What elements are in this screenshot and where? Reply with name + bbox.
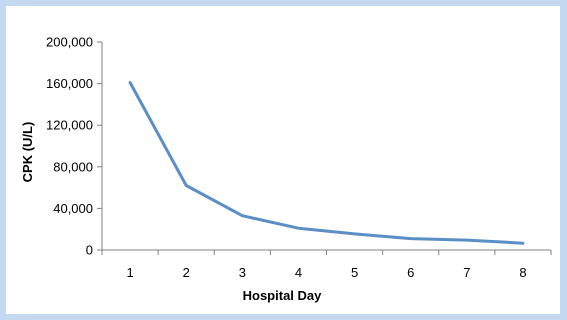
y-tick-label: 80,000 — [53, 159, 93, 174]
y-tick-label: 0 — [86, 243, 93, 258]
y-tick-label: 40,000 — [53, 201, 93, 216]
line-chart: 0 40,000 80,000 120,000 160,000 200,000 1 2 3 4 5 6… — [20, 35, 552, 303]
x-axis-title: Hospital Day — [243, 288, 323, 303]
x-tick-label: 3 — [239, 265, 246, 280]
y-tick-label: 160,000 — [46, 76, 93, 91]
x-tick-label: 4 — [295, 265, 302, 280]
x-tick-label: 1 — [126, 265, 133, 280]
x-tick-label: 2 — [183, 265, 190, 280]
plot-area: 0 40,000 80,000 120,000 160,000 200,000 1 2 3 4 5 6… — [46, 35, 552, 280]
x-tick-label: 7 — [463, 265, 470, 280]
y-tick-label: 200,000 — [46, 35, 93, 50]
x-tick-label: 6 — [407, 265, 414, 280]
y-tick-label: 120,000 — [46, 118, 93, 133]
chart-frame: 0 40,000 80,000 120,000 160,000 200,000 1 2 3 4 5 6… — [6, 6, 560, 314]
y-axis-title: CPK (U/L) — [20, 122, 35, 183]
series-line — [128, 81, 525, 245]
x-tick-label: 5 — [351, 265, 358, 280]
x-tick-label: 8 — [519, 265, 526, 280]
